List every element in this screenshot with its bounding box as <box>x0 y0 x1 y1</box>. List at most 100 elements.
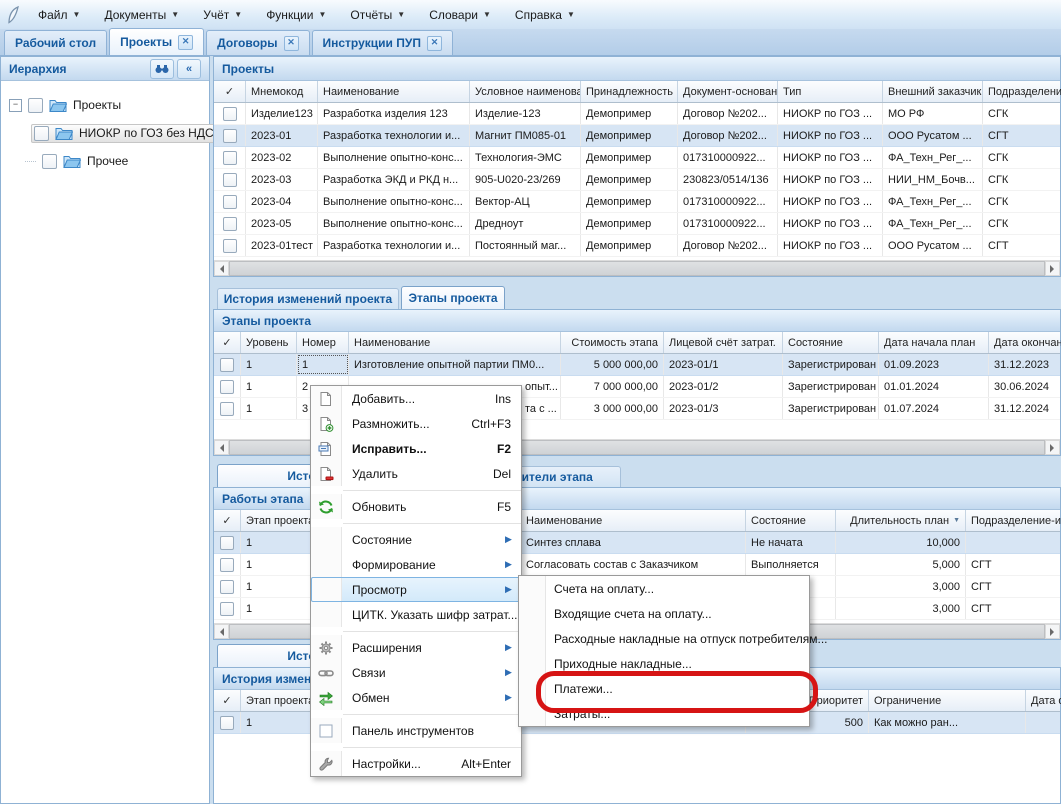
menubar-item-6[interactable]: Словари ▼ <box>417 5 503 25</box>
projects-hscrollbar[interactable] <box>214 260 1060 276</box>
column-header-2[interactable]: Наименование <box>521 510 746 531</box>
scroll-left-button[interactable] <box>214 261 229 276</box>
column-header-1[interactable]: Уровень <box>241 332 297 353</box>
view-submenu-item-5[interactable]: Платежи... <box>519 676 809 701</box>
column-header-4[interactable]: Принадлежность <box>581 81 678 102</box>
scrollbar-thumb[interactable] <box>229 261 1045 276</box>
row-checkbox[interactable] <box>220 357 234 372</box>
column-header-1[interactable]: Мнемокод <box>246 81 318 102</box>
column-header-3[interactable]: Приоритет <box>746 690 869 711</box>
tree-node-3[interactable]: Прочее <box>1 147 209 175</box>
row-select-cell[interactable] <box>214 398 241 419</box>
row-select-cell[interactable] <box>214 103 246 124</box>
column-header-3[interactable]: Условное наименова <box>470 81 581 102</box>
scroll-right-button[interactable] <box>1045 261 1060 276</box>
row-select-cell[interactable] <box>214 598 241 619</box>
menubar-item-3[interactable]: Учёт ▼ <box>191 5 254 25</box>
column-header-2[interactable]: Наименование <box>318 81 470 102</box>
context-menu-item-19[interactable]: Настройки... Alt+Enter <box>311 751 521 776</box>
menubar-item-7[interactable]: Справка ▼ <box>503 5 587 25</box>
collapse-panel-button[interactable]: « <box>177 58 201 79</box>
context-menu-item-15[interactable]: Обмен ▶ <box>311 685 521 710</box>
view-submenu-item-3[interactable]: Расходные накладные на отпуск потребител… <box>519 626 828 651</box>
column-header-5[interactable]: Дата ограниче <box>1026 690 1061 711</box>
window-tab-1[interactable]: Рабочий стол <box>4 30 108 55</box>
row-select-cell[interactable] <box>214 532 241 553</box>
row-select-cell[interactable] <box>214 576 241 597</box>
context-menu-item-1[interactable]: Добавить... Ins <box>311 386 521 411</box>
column-header-8[interactable]: Подразделени <box>983 81 1061 102</box>
view-submenu-item-4[interactable]: Приходные накладные... <box>519 651 809 676</box>
tree-node-1[interactable]: − Проекты <box>1 91 209 119</box>
row-select-cell[interactable] <box>214 554 241 575</box>
select-all-header[interactable]: ✓ <box>214 81 246 102</box>
view-submenu-item-2[interactable]: Входящие счета на оплату... <box>519 601 809 626</box>
tree-expander-icon[interactable]: − <box>9 98 22 112</box>
column-header-6[interactable]: Тип <box>778 81 883 102</box>
scroll-left-button[interactable] <box>214 440 229 455</box>
row-select-cell[interactable] <box>214 712 241 733</box>
column-header-4[interactable]: Стоимость этапа <box>561 332 664 353</box>
menubar-item-1[interactable]: Файл ▼ <box>26 5 92 25</box>
row-checkbox[interactable] <box>220 401 234 416</box>
row-checkbox[interactable] <box>222 238 237 253</box>
column-header-8[interactable]: Дата окончан <box>989 332 1061 353</box>
menubar-item-2[interactable]: Документы ▼ <box>92 5 191 25</box>
row-checkbox[interactable] <box>222 106 237 121</box>
row-select-cell[interactable] <box>214 169 246 190</box>
table-row[interactable]: Изделие123 Разработка изделия 123 Изделие-… <box>214 103 1060 125</box>
menubar-item-4[interactable]: Функции ▼ <box>254 5 338 25</box>
context-menu-item-9[interactable]: Формирование ▶ <box>311 552 521 577</box>
row-checkbox[interactable] <box>220 379 234 394</box>
context-menu-item-6[interactable]: Обновить F5 <box>311 494 521 519</box>
select-all-header[interactable]: ✓ <box>214 332 241 353</box>
table-row[interactable]: 1 1 Изготовление опытной партии ПМ0... 5 00… <box>214 354 1060 376</box>
row-checkbox[interactable] <box>220 601 234 616</box>
row-checkbox[interactable] <box>222 150 237 165</box>
context-menu-item-8[interactable]: Состояние ▶ <box>311 527 521 552</box>
stage-tabs-2[interactable]: Этапы проекта <box>401 286 505 309</box>
view-submenu-item-1[interactable]: Счета на оплату... <box>519 576 809 601</box>
row-checkbox[interactable] <box>220 715 234 730</box>
menubar-item-5[interactable]: Отчёты ▼ <box>338 5 417 25</box>
column-header-4[interactable]: Ограничение <box>869 690 1026 711</box>
table-row[interactable]: 2023-03 Разработка ЭКД и РКД н... 905-U020… <box>214 169 1060 191</box>
tree-checkbox[interactable] <box>42 153 57 169</box>
tree-node-2[interactable]: НИОКР по ГОЗ без НДС <box>1 119 221 147</box>
column-header-3[interactable]: Наименование <box>349 332 561 353</box>
window-tab-4[interactable]: Инструкции ПУП ✕ <box>311 30 453 55</box>
search-binoculars-button[interactable] <box>150 58 174 79</box>
context-menu-item-4[interactable]: Удалить Del <box>311 461 521 486</box>
context-menu-item-17[interactable]: Панель инструментов <box>311 718 521 743</box>
context-menu-item-10[interactable]: Просмотр ▶ <box>311 577 521 602</box>
row-select-cell[interactable] <box>214 376 241 397</box>
context-menu-item-13[interactable]: Расширения ▶ <box>311 635 521 660</box>
row-checkbox[interactable] <box>220 557 234 572</box>
row-checkbox[interactable] <box>222 216 237 231</box>
table-row[interactable]: 2023-05 Выполнение опытно-конс... Дредноут… <box>214 213 1060 235</box>
column-header-3[interactable]: Состояние <box>746 510 836 531</box>
row-select-cell[interactable] <box>214 147 246 168</box>
context-menu-item-11[interactable]: ЦИТК. Указать шифр затрат... <box>311 602 521 627</box>
table-row[interactable]: 2023-02 Выполнение опытно-конс... Технолог… <box>214 147 1060 169</box>
row-checkbox[interactable] <box>220 579 234 594</box>
context-menu-item-14[interactable]: Связи ▶ <box>311 660 521 685</box>
table-row[interactable]: 2023-04 Выполнение опытно-конс... Вектор-А… <box>214 191 1060 213</box>
row-checkbox[interactable] <box>222 128 237 143</box>
column-header-5[interactable]: Документ-основан <box>678 81 778 102</box>
column-header-7[interactable]: Дата начала план <box>879 332 989 353</box>
context-menu-item-3[interactable]: Исправить... F2 <box>311 436 521 461</box>
context-menu-item-2[interactable]: Размножить... Ctrl+F3 <box>311 411 521 436</box>
tree-checkbox[interactable] <box>28 97 43 113</box>
stage-tabs-1[interactable]: История изменений проекта <box>217 288 399 309</box>
column-header-5[interactable]: Лицевой счёт затрат. <box>664 332 783 353</box>
scroll-left-button[interactable] <box>214 624 229 639</box>
tree-checkbox[interactable] <box>34 125 49 141</box>
column-header-6[interactable]: Состояние <box>783 332 879 353</box>
select-all-header[interactable]: ✓ <box>214 510 241 531</box>
row-select-cell[interactable] <box>214 354 241 375</box>
row-select-cell[interactable] <box>214 213 246 234</box>
column-header-7[interactable]: Внешний заказчик <box>883 81 983 102</box>
row-checkbox[interactable] <box>220 535 234 550</box>
close-tab-icon[interactable]: ✕ <box>426 35 442 51</box>
